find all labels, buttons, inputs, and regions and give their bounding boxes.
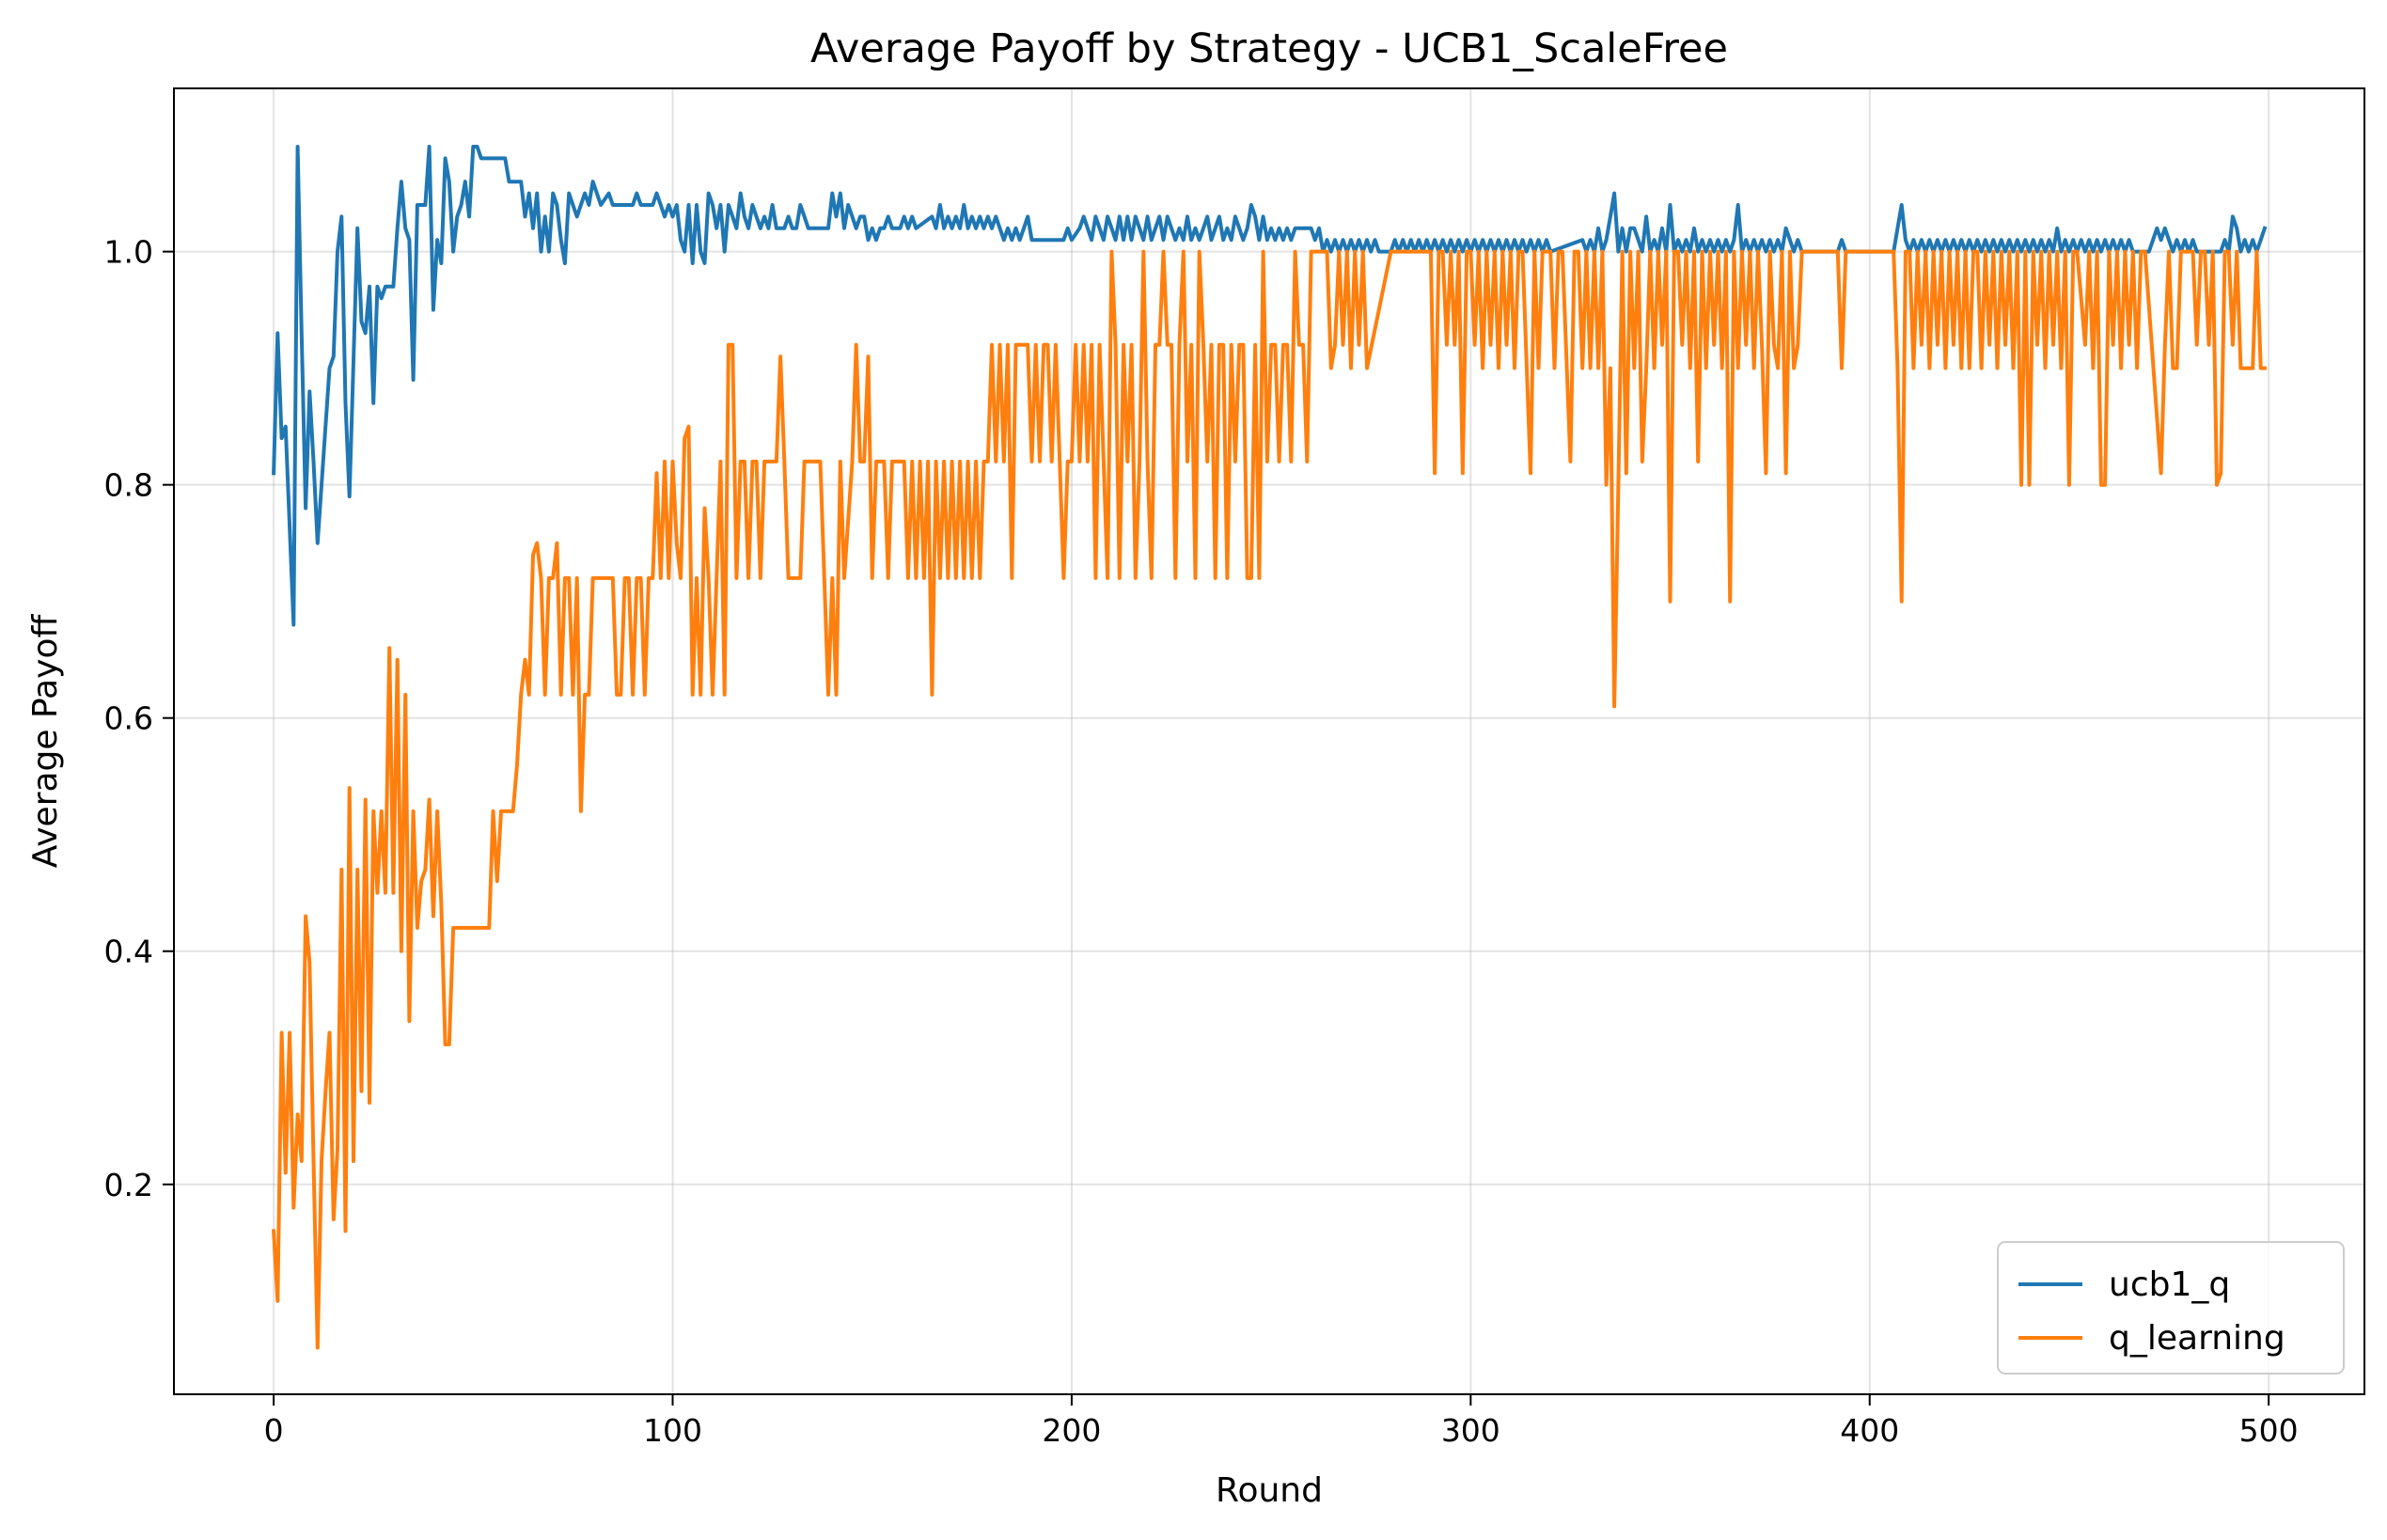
- x-tick-label: 0: [264, 1412, 284, 1449]
- x-axis-label: Round: [1216, 1471, 1323, 1510]
- series-line-ucb1_q: [272, 145, 2268, 627]
- x-tick-label: 300: [1441, 1412, 1500, 1449]
- legend: ucb1_q q_learning: [1997, 1241, 2345, 1375]
- y-axis-ticks: 0.2 0.4 0.6 0.8 1.0: [104, 234, 174, 1203]
- series-line-q_learning: [271, 249, 2267, 1350]
- y-tick-label: 0.4: [104, 934, 153, 970]
- x-tick-label: 400: [1840, 1412, 1899, 1449]
- y-axis-label: Average Payoff: [26, 614, 65, 869]
- x-tick-label: 500: [2239, 1412, 2299, 1449]
- plot-area-frame: [173, 87, 2365, 1395]
- series-layer: [271, 145, 2268, 1350]
- legend-label-ucb1_q: ucb1_q: [2109, 1265, 2230, 1304]
- y-tick-label: 0.2: [104, 1167, 153, 1203]
- y-tick-label: 1.0: [104, 234, 153, 271]
- grid-lines: [174, 88, 2364, 1394]
- y-tick-label: 0.8: [104, 467, 153, 504]
- x-axis-ticks: 0 100 200 300 400 500: [264, 1394, 2299, 1449]
- legend-label-q_learning: q_learning: [2109, 1319, 2285, 1358]
- legend-box: [1997, 1241, 2345, 1375]
- x-tick-label: 200: [1042, 1412, 1101, 1449]
- x-tick-label: 100: [643, 1412, 702, 1449]
- y-tick-label: 0.6: [104, 700, 153, 737]
- chart-title: Average Payoff by Strategy - UCB1_ScaleF…: [810, 25, 1728, 72]
